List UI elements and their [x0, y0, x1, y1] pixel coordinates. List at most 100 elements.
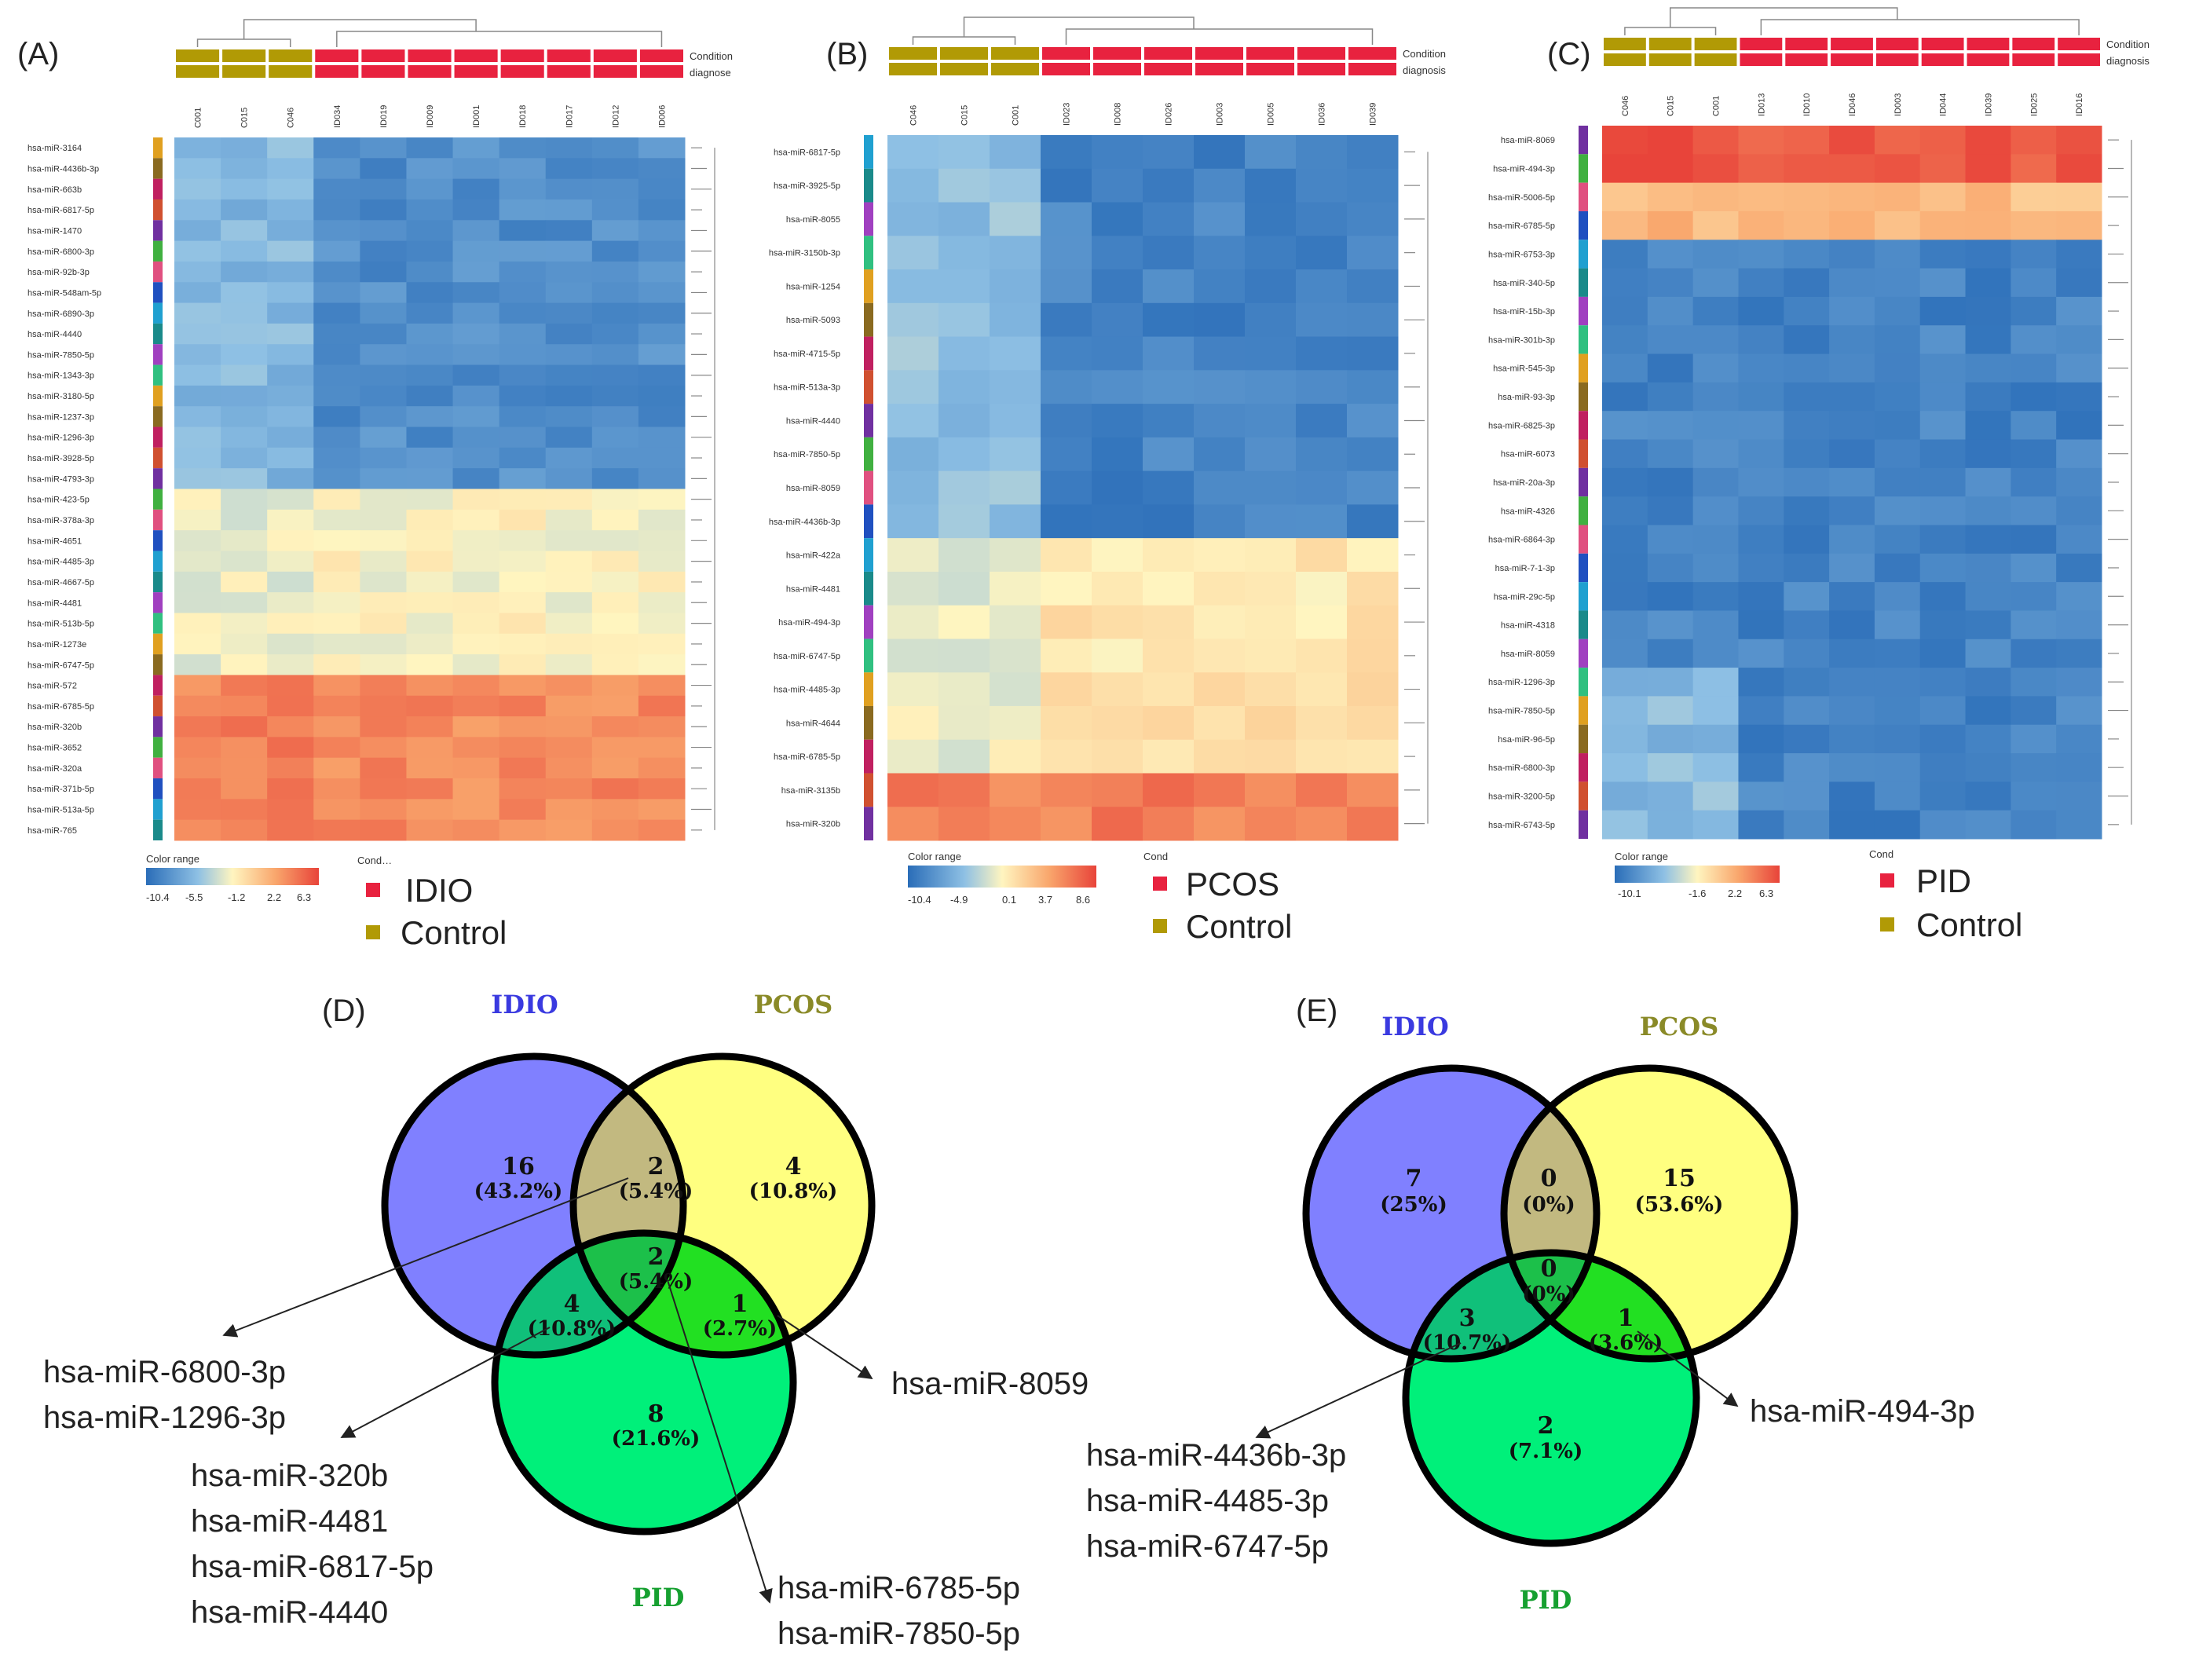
- row-label-A-11: hsa-miR-1343-3p: [27, 372, 94, 381]
- heat-cell-A-6-7: [499, 261, 547, 283]
- heat-cell-C-16-8: [1965, 582, 2011, 611]
- venn-e-title-pcos: PCOS: [1640, 1012, 1719, 1041]
- heat-cell-A-11-5: [406, 364, 454, 386]
- venn-d-pid-only-pct: (21.6%): [612, 1427, 701, 1451]
- heat-cell-B-13-9: [1347, 571, 1399, 606]
- heat-cell-A-24-0: [174, 633, 221, 655]
- venn-e-idio-pcos-pct: (0%): [1522, 1193, 1575, 1217]
- heat-cell-C-5-1: [1647, 268, 1694, 298]
- column-label-C-1: C015: [1667, 96, 1676, 116]
- heat-cell-C-7-2: [1692, 325, 1739, 355]
- heat-cell-A-13-6: [452, 406, 500, 428]
- row-label-A-29: hsa-miR-3652: [27, 744, 82, 753]
- heat-cell-B-5-6: [1194, 302, 1246, 338]
- heat-cell-A-11-4: [360, 364, 407, 386]
- heat-cell-C-22-3: [1738, 753, 1784, 782]
- heat-cell-B-8-8: [1296, 404, 1348, 438]
- heat-cell-A-1-5: [406, 158, 454, 180]
- heat-cell-B-14-0: [887, 605, 939, 639]
- heat-cell-C-17-2: [1692, 610, 1739, 640]
- heat-cell-A-17-4: [360, 489, 407, 511]
- diagnose-cell-C-5: [1831, 53, 1873, 66]
- heat-cell-C-9-6: [1874, 382, 1921, 412]
- heat-cell-A-11-6: [452, 364, 500, 386]
- heat-cell-B-9-0: [887, 437, 939, 472]
- heat-cell-A-13-5: [406, 406, 454, 428]
- heat-cell-B-13-4: [1092, 571, 1143, 606]
- heat-cell-A-8-6: [452, 302, 500, 324]
- heat-cell-A-27-8: [545, 695, 593, 717]
- heat-cell-A-21-9: [591, 571, 639, 593]
- heat-cell-C-15-8: [1965, 553, 2011, 583]
- heat-cell-A-19-3: [313, 530, 360, 551]
- venn-d-arrow-pcos-pid: [777, 1315, 873, 1379]
- heat-cell-A-20-0: [174, 551, 221, 573]
- heat-cell-A-4-10: [638, 220, 686, 242]
- heat-cell-A-10-9: [591, 344, 639, 366]
- heat-cell-B-5-7: [1245, 302, 1297, 338]
- venn-e-pid-only-n: 2: [1538, 1412, 1554, 1440]
- heat-cell-A-8-0: [174, 302, 221, 324]
- heat-cell-A-1-10: [638, 158, 686, 180]
- color-tick-b-0: -10.4: [908, 894, 931, 906]
- heat-cell-C-13-4: [1784, 496, 1830, 525]
- heat-cell-C-4-0: [1602, 240, 1648, 269]
- heat-cell-C-4-2: [1692, 240, 1739, 269]
- condition-cell-A-9: [593, 49, 637, 62]
- heat-cell-A-14-9: [591, 426, 639, 448]
- heat-cell-C-13-7: [1919, 496, 1967, 525]
- heat-cell-C-10-1: [1647, 411, 1694, 441]
- heat-cell-C-11-6: [1874, 439, 1921, 469]
- heat-cell-C-12-3: [1738, 467, 1784, 497]
- heat-cell-A-1-2: [267, 158, 314, 180]
- heat-cell-B-14-9: [1347, 605, 1399, 639]
- heat-cell-A-18-10: [638, 509, 686, 531]
- heat-cell-A-8-1: [221, 302, 268, 324]
- color-range-title-a: Color range: [146, 853, 199, 865]
- condition-cell-B-4: [1093, 47, 1141, 60]
- row-label-C-1: hsa-miR-494-3p: [1493, 164, 1555, 174]
- heat-cell-C-9-3: [1738, 382, 1784, 412]
- heat-cell-B-19-7: [1245, 773, 1297, 807]
- heat-cell-B-10-0: [887, 470, 939, 505]
- heat-cell-A-32-4: [360, 799, 407, 821]
- heat-cell-C-0-0: [1602, 126, 1648, 155]
- legend-label-pid: PID: [1916, 862, 1971, 899]
- row-label-A-6: hsa-miR-92b-3p: [27, 268, 90, 277]
- condition-cell-C-9: [2012, 38, 2055, 50]
- heat-cell-B-14-1: [938, 605, 990, 639]
- heat-cell-B-14-4: [1092, 605, 1143, 639]
- venn-d-all3-n: 2: [648, 1243, 664, 1271]
- row-color-B-7: [864, 370, 873, 404]
- row-label-C-9: hsa-miR-93-3p: [1498, 393, 1555, 402]
- row-label-B-14: hsa-miR-494-3p: [778, 618, 840, 628]
- heat-cell-A-5-5: [406, 240, 454, 262]
- heat-cell-A-12-6: [452, 385, 500, 407]
- heat-cell-C-15-0: [1602, 553, 1648, 583]
- heat-cell-C-16-10: [2056, 582, 2102, 611]
- heat-cell-A-16-2: [267, 468, 314, 489]
- heat-cell-A-9-4: [360, 323, 407, 345]
- heat-cell-A-17-3: [313, 489, 360, 511]
- color-tick-b-2: 0.1: [1002, 894, 1016, 906]
- heat-cell-A-12-9: [591, 385, 639, 407]
- heat-cell-C-3-10: [2056, 210, 2102, 240]
- diagnose-cell-C-9: [2012, 53, 2055, 66]
- legend-swatch-control-b: [1153, 919, 1167, 933]
- heat-cell-C-23-1: [1647, 781, 1694, 811]
- heat-cell-A-33-5: [406, 819, 454, 841]
- heat-cell-A-9-7: [499, 323, 547, 345]
- row-color-C-5: [1579, 268, 1588, 297]
- heat-cell-B-7-0: [887, 370, 939, 404]
- heat-cell-A-3-4: [360, 199, 407, 221]
- row-color-B-3: [864, 236, 873, 270]
- diagnose-cell-C-3: [1740, 53, 1783, 66]
- heat-cell-A-29-2: [267, 737, 314, 759]
- heat-cell-A-11-10: [638, 364, 686, 386]
- row-color-A-11: [153, 364, 163, 386]
- heat-cell-B-11-8: [1296, 504, 1348, 539]
- row-label-A-4: hsa-miR-1470: [27, 226, 82, 236]
- heat-cell-A-27-5: [406, 695, 454, 717]
- heat-cell-C-11-8: [1965, 439, 2011, 469]
- heat-cell-C-19-0: [1602, 668, 1648, 697]
